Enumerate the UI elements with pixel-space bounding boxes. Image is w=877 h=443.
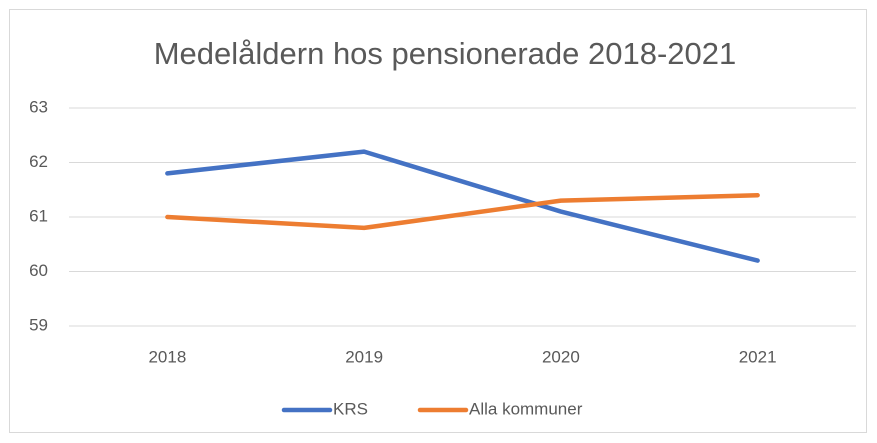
y-tick-label: 61 bbox=[29, 206, 48, 225]
legend-label: Alla kommuner bbox=[469, 399, 583, 418]
x-tick-label: 2018 bbox=[148, 347, 186, 366]
y-tick-label: 63 bbox=[29, 97, 48, 116]
y-tick-label: 62 bbox=[29, 152, 48, 171]
x-tick-label: 2021 bbox=[739, 347, 777, 366]
series-line bbox=[165, 192, 760, 231]
x-tick-label: 2019 bbox=[345, 347, 383, 366]
x-tick-label: 2020 bbox=[542, 347, 580, 366]
y-tick-label: 59 bbox=[29, 315, 48, 334]
chart-border bbox=[9, 9, 867, 433]
series-line bbox=[165, 149, 760, 263]
legend-label: KRS bbox=[333, 399, 368, 418]
chart-title: Medelåldern hos pensionerade 2018-2021 bbox=[154, 36, 737, 71]
y-tick-label: 60 bbox=[29, 261, 48, 280]
